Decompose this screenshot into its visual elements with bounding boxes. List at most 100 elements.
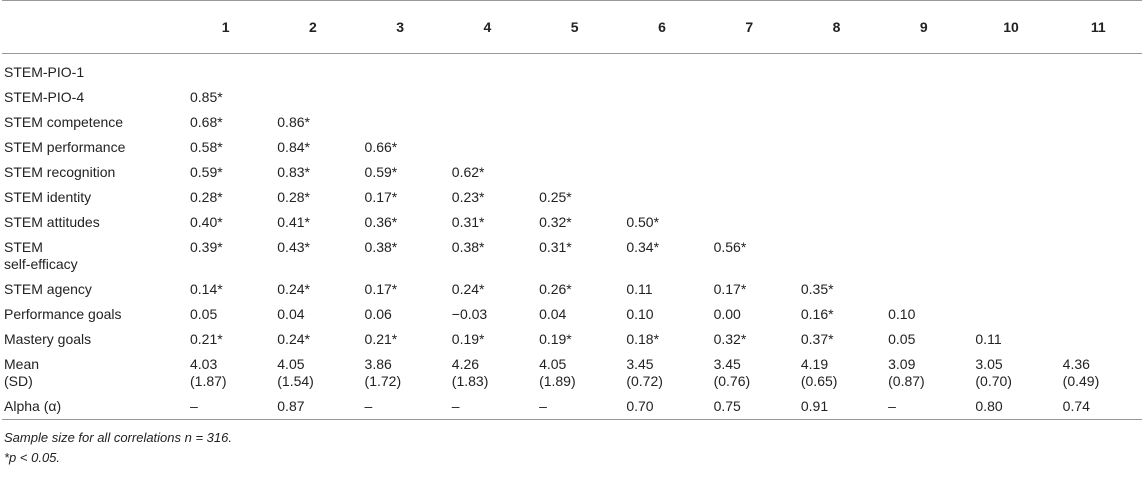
table-cell: 4.05 (1.54) bbox=[277, 356, 314, 389]
table-cell: 0.34* bbox=[626, 239, 660, 255]
table-row: STEM self-efficacy 0.39* 0.43* 0.38* 0.38* 0.… bbox=[2, 235, 1142, 277]
empty-cell bbox=[1055, 302, 1142, 327]
table-cell: 0.40* bbox=[190, 214, 223, 230]
table-cell: 3.86 (1.72) bbox=[364, 356, 402, 389]
empty-cell bbox=[444, 110, 531, 135]
empty-cell bbox=[444, 85, 531, 110]
page: 1 2 3 4 5 6 7 8 9 10 11 STEM-PIO-1 STEM-PIO-4 0.85* S… bbox=[2, 0, 1144, 468]
table-row: STEM agency 0.14* 0.24* 0.17* 0.24* 0.26* 0.11… bbox=[2, 277, 1142, 302]
table-cell: 0.10 bbox=[888, 306, 916, 322]
empty-cell bbox=[880, 160, 967, 185]
table-cell: 0.17* bbox=[364, 189, 398, 205]
table-cell: 0.24* bbox=[277, 331, 310, 347]
footnote: *p < 0.05. bbox=[4, 450, 61, 465]
table-cell: – bbox=[888, 398, 896, 414]
table-cell: 4.36 (0.49) bbox=[1062, 356, 1100, 389]
table-row: STEM recognition 0.59* 0.83* 0.59* 0.62* bbox=[2, 160, 1142, 185]
table-cell: 0.10 bbox=[626, 306, 654, 322]
empty-cell bbox=[1055, 235, 1142, 277]
table-cell: 3.45 (0.72) bbox=[626, 356, 663, 389]
empty-cell bbox=[444, 54, 531, 86]
table-cell: 0.26* bbox=[539, 281, 572, 297]
column-header: 2 bbox=[309, 19, 317, 35]
table-cell: – bbox=[539, 398, 547, 414]
empty-cell bbox=[269, 54, 356, 86]
column-header: 5 bbox=[570, 19, 579, 35]
empty-cell bbox=[618, 110, 705, 135]
empty-cell bbox=[706, 185, 793, 210]
table-cell: 0.91 bbox=[800, 398, 829, 414]
empty-cell bbox=[618, 135, 705, 160]
table-cell: 0.04 bbox=[277, 306, 305, 322]
empty-cell bbox=[1055, 135, 1142, 160]
table-cell: 0.75 bbox=[713, 398, 741, 414]
table-cell: 0.38* bbox=[451, 239, 485, 255]
column-header: 3 bbox=[396, 19, 405, 35]
column-header: 10 bbox=[1003, 19, 1019, 35]
empty-cell bbox=[967, 277, 1054, 302]
table-cell: 0.85* bbox=[190, 89, 223, 105]
column-header: 8 bbox=[832, 19, 841, 35]
table-cell: 0.24* bbox=[277, 281, 310, 297]
table-cell: 0.84* bbox=[277, 139, 310, 155]
table-cell: 4.19 (0.65) bbox=[800, 356, 838, 389]
table-cell: 0.05 bbox=[888, 331, 916, 347]
table-cell: 4.05 (1.89) bbox=[539, 356, 576, 389]
table-cell: 0.32* bbox=[539, 214, 572, 230]
table-cell: 0.37* bbox=[800, 331, 834, 347]
table-cell: 0.05 bbox=[190, 306, 218, 322]
empty-cell bbox=[967, 110, 1054, 135]
table-cell: 0.11 bbox=[626, 281, 653, 297]
empty-cell bbox=[357, 85, 444, 110]
table-notes: Sample size for all correlations n = 316… bbox=[4, 428, 1144, 468]
corner-cell bbox=[2, 1, 182, 54]
column-header: 7 bbox=[745, 19, 754, 35]
table-cell: 0.59* bbox=[190, 164, 223, 180]
table-row: STEM attitudes 0.40* 0.41* 0.36* 0.31* 0.32* 0… bbox=[2, 210, 1142, 235]
empty-cell bbox=[1055, 160, 1142, 185]
empty-cell bbox=[269, 85, 356, 110]
table-row: STEM performance 0.58* 0.84* 0.66* bbox=[2, 135, 1142, 160]
empty-cell bbox=[880, 54, 967, 86]
table-cell: 4.03 (1.87) bbox=[190, 356, 227, 389]
table-cell: 0.70 bbox=[626, 398, 654, 414]
empty-cell bbox=[618, 160, 705, 185]
row-label: Mastery goals bbox=[4, 331, 92, 347]
empty-cell bbox=[793, 54, 880, 86]
empty-cell bbox=[880, 210, 967, 235]
empty-cell bbox=[706, 210, 793, 235]
row-label: STEM attitudes bbox=[4, 214, 100, 230]
table-cell: 0.31* bbox=[451, 214, 485, 230]
table-cell: 3.05 (0.70) bbox=[975, 356, 1012, 389]
table-cell: 0.38* bbox=[364, 239, 398, 255]
table-cell: 0.17* bbox=[364, 281, 398, 297]
empty-cell bbox=[444, 135, 531, 160]
table-cell: 0.87 bbox=[277, 398, 305, 414]
empty-cell bbox=[1055, 327, 1142, 352]
empty-cell bbox=[880, 235, 967, 277]
column-header: 1 bbox=[221, 19, 230, 35]
empty-cell bbox=[182, 54, 269, 86]
empty-cell bbox=[618, 54, 705, 86]
empty-cell bbox=[793, 85, 880, 110]
row-label: STEM competence bbox=[4, 114, 124, 130]
empty-cell bbox=[967, 54, 1054, 86]
table-cell: 0.32* bbox=[713, 331, 747, 347]
table-cell: 0.28* bbox=[190, 189, 223, 205]
empty-cell bbox=[967, 235, 1054, 277]
table-row: Performance goals 0.05 0.04 0.06 −0.03 0.04 0.… bbox=[2, 302, 1142, 327]
empty-cell bbox=[531, 160, 618, 185]
empty-cell bbox=[1055, 185, 1142, 210]
table-cell: 0.19* bbox=[539, 331, 572, 347]
empty-cell bbox=[880, 277, 967, 302]
table-cell: 0.86* bbox=[277, 114, 310, 130]
table-cell: 0.58* bbox=[190, 139, 223, 155]
table-cell: 0.19* bbox=[451, 331, 485, 347]
table-cell: 0.39* bbox=[190, 239, 223, 255]
table-cell: 0.24* bbox=[451, 281, 485, 297]
row-label: Alpha (α) bbox=[4, 398, 62, 414]
table-cell: 0.21* bbox=[364, 331, 398, 347]
table-row: STEM-PIO-1 bbox=[2, 54, 1142, 86]
row-label: Performance goals bbox=[4, 306, 122, 322]
table-cell: – bbox=[190, 398, 198, 414]
